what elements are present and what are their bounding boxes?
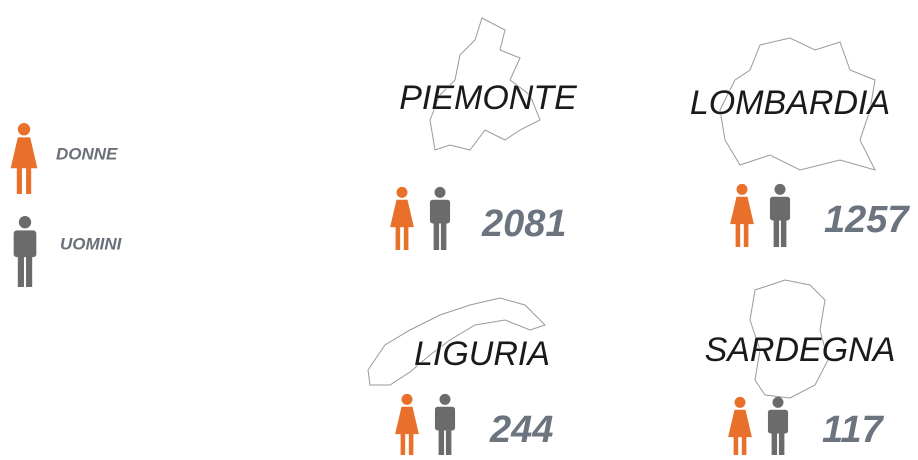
- legend-label: UOMINI: [60, 234, 123, 253]
- region-value: 2081: [481, 203, 567, 245]
- man-icon: [767, 396, 789, 460]
- region-name: LOMBARDIA: [690, 84, 890, 122]
- legend-label: DONNE: [56, 144, 118, 163]
- woman-icon: [10, 123, 38, 194]
- man-icon: [13, 216, 37, 287]
- man-icon: [429, 186, 451, 250]
- map-sardegna: [749, 279, 829, 399]
- woman-icon: [728, 396, 752, 460]
- map-piemonte: [429, 17, 541, 151]
- region-value: 244: [489, 409, 553, 451]
- woman-icon: [390, 186, 414, 250]
- woman-icon: [395, 393, 419, 457]
- region-value: 117: [822, 409, 884, 451]
- man-icon: [769, 183, 791, 247]
- map-liguria: [367, 297, 546, 386]
- map-lombardia: [719, 37, 876, 171]
- region-name: LIGURIA: [414, 335, 550, 373]
- region-name: PIEMONTE: [399, 79, 577, 117]
- region-name: SARDEGNA: [705, 331, 896, 369]
- woman-icon: [730, 183, 754, 247]
- man-icon: [434, 393, 456, 457]
- region-value: 1257: [824, 199, 910, 241]
